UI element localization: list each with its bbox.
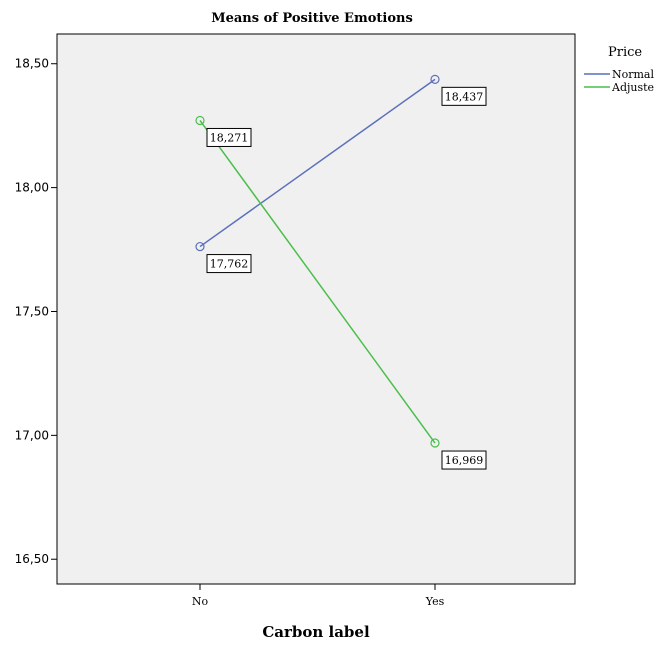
data-label: 18,271 (206, 127, 252, 147)
data-point (430, 438, 440, 448)
series-line-adjuste (199, 120, 436, 444)
data-label: 17,762 (206, 254, 252, 274)
legend-title: Price (608, 45, 642, 60)
data-labels-layer: 17,762 18,437 18,271 16,969 (206, 86, 487, 470)
series-line-normal (199, 78, 436, 248)
y-axis: 16,50 17,00 17,50 18,00 18,50 (15, 57, 57, 566)
plot-area (56, 33, 576, 585)
y-tick-label: 17,00 (15, 428, 49, 442)
x-axis-title: Carbon label (262, 623, 370, 641)
series-layer (195, 74, 440, 448)
x-tick-label: Yes (425, 595, 445, 608)
data-label-box (441, 450, 487, 470)
data-point (430, 74, 440, 84)
legend-label: Normal (612, 68, 654, 81)
data-label-value: 17,762 (210, 258, 249, 271)
data-point (195, 115, 205, 126)
data-label-value: 18,271 (210, 131, 249, 144)
y-tick-label: 16,50 (15, 552, 49, 566)
data-label-value: 16,969 (445, 454, 484, 467)
x-tick-label: No (192, 595, 209, 608)
data-point (195, 241, 205, 252)
data-label-box (206, 254, 252, 274)
y-tick-label: 18,00 (15, 181, 49, 195)
data-label-box (441, 86, 487, 106)
legend-label: Adjuste (611, 81, 654, 94)
data-label-value: 18,437 (445, 90, 484, 103)
chart-title: Means of Positive Emotions (211, 11, 413, 26)
y-tick-label: 17,50 (15, 304, 49, 318)
x-axis: No Yes (192, 584, 445, 608)
data-label: 18,437 (441, 86, 487, 106)
data-label: 16,969 (441, 450, 487, 470)
y-tick-label: 18,50 (15, 57, 49, 71)
data-label-box (206, 127, 252, 147)
